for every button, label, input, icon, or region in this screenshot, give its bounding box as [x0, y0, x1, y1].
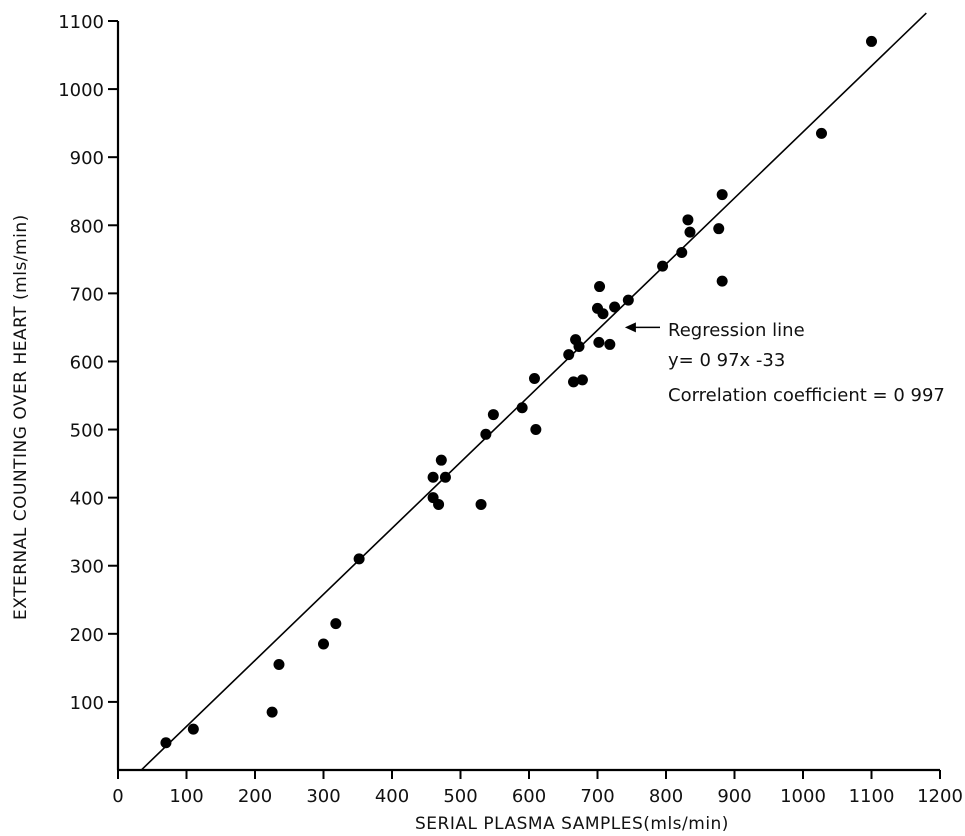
data-point [487, 409, 499, 421]
data-point [273, 658, 285, 670]
data-points [160, 35, 877, 749]
data-point [433, 498, 445, 510]
x-tick-label: 1000 [780, 786, 826, 807]
regression-line [140, 12, 927, 771]
data-point [597, 308, 609, 320]
data-point [866, 35, 877, 47]
data-point [563, 349, 575, 361]
data-point [160, 737, 172, 749]
data-point [657, 260, 669, 272]
data-point [435, 454, 447, 466]
data-point [716, 275, 728, 287]
data-point [427, 471, 439, 483]
regression-annotation: Regression line y= 0 97x -33 Correlation… [624, 320, 945, 406]
y-axis-title: EXTERNAL COUNTING OVER HEART (mls/min) [11, 214, 31, 620]
x-tick-label: 900 [717, 786, 751, 807]
x-axis-ticks: 0 100 200 300 400 500 600 700 800 900 1000 1100 1200 [112, 770, 963, 807]
x-tick-label: 500 [443, 786, 477, 807]
data-point [622, 294, 634, 306]
y-axis-ticks: 100 200 300 400 500 600 700 800 900 1000 1100 [58, 12, 118, 714]
data-point [353, 553, 365, 565]
x-tick-label: 600 [512, 786, 546, 807]
x-tick-label: 700 [580, 786, 614, 807]
x-tick-label: 400 [375, 786, 409, 807]
data-point [573, 340, 585, 352]
data-point [576, 374, 588, 386]
y-tick-label: 500 [70, 421, 104, 442]
data-point [530, 424, 542, 436]
data-point [713, 223, 725, 235]
data-point [604, 338, 616, 350]
data-point [475, 498, 487, 510]
x-axis-title: SERIAL PLASMA SAMPLES(mls/min) [415, 814, 729, 834]
data-point [815, 127, 827, 139]
data-point [330, 618, 342, 630]
y-tick-label: 1000 [58, 80, 104, 101]
annotation-correlation: Correlation coefficient = 0 997 [668, 385, 945, 406]
data-point [568, 376, 580, 388]
data-point [266, 706, 278, 718]
y-tick-label: 100 [70, 693, 104, 714]
annotation-title: Regression line [668, 320, 805, 341]
data-point [684, 226, 696, 238]
data-point [676, 247, 688, 259]
y-tick-label: 900 [70, 148, 104, 169]
x-tick-label: 0 [112, 786, 123, 807]
annotation-equation: y= 0 97x -33 [668, 350, 785, 371]
data-point [318, 638, 329, 650]
data-point [593, 336, 605, 348]
x-tick-label: 800 [649, 786, 683, 807]
data-point [516, 402, 528, 414]
x-tick-label: 200 [238, 786, 272, 807]
x-tick-label: 1100 [849, 786, 895, 807]
y-tick-label: 200 [70, 625, 104, 646]
annotation-arrow-head [624, 322, 636, 333]
x-tick-label: 300 [306, 786, 340, 807]
y-tick-label: 600 [70, 352, 104, 373]
data-point [594, 281, 606, 293]
data-point [682, 214, 694, 226]
data-point [716, 189, 728, 201]
x-tick-label: 100 [169, 786, 203, 807]
data-point [528, 372, 540, 384]
data-point [187, 723, 199, 735]
x-tick-label: 1200 [917, 786, 963, 807]
data-point [439, 471, 451, 483]
y-tick-label: 300 [70, 557, 104, 578]
y-tick-label: 700 [70, 284, 104, 305]
data-point [480, 428, 492, 440]
data-point [609, 301, 621, 313]
y-tick-label: 1100 [58, 12, 104, 33]
y-tick-label: 400 [70, 489, 104, 510]
y-tick-label: 800 [70, 216, 104, 237]
